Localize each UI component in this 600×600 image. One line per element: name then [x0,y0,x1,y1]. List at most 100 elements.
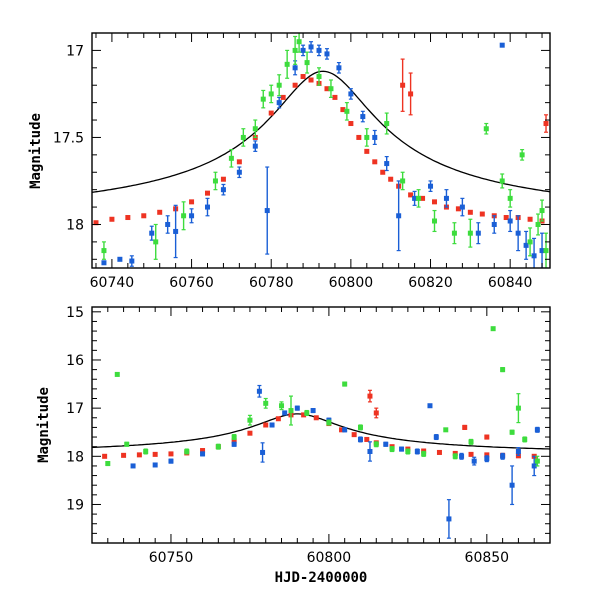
green-data-point [252,119,258,139]
blue-data-point [276,96,282,109]
blue-data-point [129,255,135,267]
green-data-point [507,189,513,208]
blue-data-point [531,455,537,477]
green-data-point [240,128,246,147]
red-data-point [436,449,442,455]
green-data-point [304,51,310,74]
blue-data-point [515,215,521,252]
red-data-point [373,407,379,419]
blue-data-point [173,204,179,259]
green-data-point [344,102,350,121]
green-data-point [452,453,458,460]
y-tick-label: 18 [66,217,84,233]
green-data-point [304,409,310,416]
green-data-point [181,201,187,231]
blue-data-point [310,408,316,414]
y-tick-label: 16 [66,353,84,369]
top-y-axis-title: Magnitude [28,113,44,189]
blue-data-point [316,44,322,57]
green-data-point [451,222,457,245]
green-data-point [101,241,107,260]
green-data-point [539,199,545,222]
blue-data-point [484,455,490,463]
blue-data-point [443,189,449,208]
blue-data-point [282,410,288,416]
blue-data-point [523,230,529,260]
blue-data-point [507,209,513,233]
red-data-point [479,211,485,217]
blue-data-point [499,42,505,48]
red-data-point [340,107,346,113]
y-tick-label: 17.5 [53,130,84,146]
green-data-point [364,128,370,147]
green-data-point [384,112,390,135]
red-data-point [462,424,468,430]
blue-data-point [168,458,174,464]
green-data-point [288,395,294,426]
red-data-point [93,220,99,226]
red-data-point [220,176,226,182]
green-data-point [522,436,528,443]
blue-data-point [117,256,123,262]
green-data-point [527,227,533,257]
blue-data-point [539,232,545,268]
blue-data-point [396,180,402,252]
green-data-point [468,438,474,445]
red-data-point [141,213,147,219]
green-data-point [212,171,218,191]
blue-data-point [367,441,373,462]
blue-data-point [236,166,242,179]
x-tick-label: 60840 [488,275,533,291]
y-tick-label: 17 [66,401,84,417]
green-data-point [296,33,302,53]
green-data-point [215,443,221,450]
green-data-point [483,122,489,135]
red-data-point [543,114,549,133]
red-data-point [400,58,406,112]
x-tick-label: 60800 [307,550,352,566]
green-data-point [279,401,285,411]
green-data-point [268,84,274,104]
red-data-point [275,416,281,422]
bottom-plot-frame [91,306,551,544]
blue-data-point [427,403,433,409]
blue-data-point [256,384,262,398]
bottom-x-axis-title: HJD-2400000 [275,570,368,586]
green-data-point [373,441,379,448]
green-data-point [231,434,237,441]
blue-data-point [459,197,465,217]
green-data-point [114,371,120,377]
red-data-point [125,215,131,221]
blue-data-point [471,456,477,466]
green-data-point [467,218,473,248]
red-data-point [168,451,174,457]
blue-data-point [130,463,136,469]
blue-data-point [342,427,348,433]
blue-data-point [264,166,270,255]
red-data-point [468,451,474,457]
red-data-point [152,451,158,457]
red-data-point [102,453,108,459]
green-data-point [432,209,438,233]
blue-data-point [360,110,366,123]
green-data-point [405,448,411,455]
red-data-point [408,72,414,116]
green-data-point [284,49,290,79]
green-data-point [499,173,505,189]
blue-data-point [414,448,420,455]
green-data-point [443,427,449,433]
blue-data-point [294,405,300,411]
blue-data-point [269,422,275,428]
green-data-point [515,393,521,424]
red-data-point [292,82,298,88]
blue-data-point [152,462,158,468]
bottom-panel: 60750 60800 60850 15 16 17 18 19 Magnitude HJD-… [36,305,551,586]
bottom-y-axis-title: Magnitude [36,387,52,463]
green-data-point [143,448,149,455]
blue-data-point [500,452,506,460]
blue-data-point [383,441,389,447]
top-plot-frame [91,32,551,269]
red-data-point [189,199,195,205]
blue-data-point [509,465,515,506]
green-data-point [357,424,363,431]
